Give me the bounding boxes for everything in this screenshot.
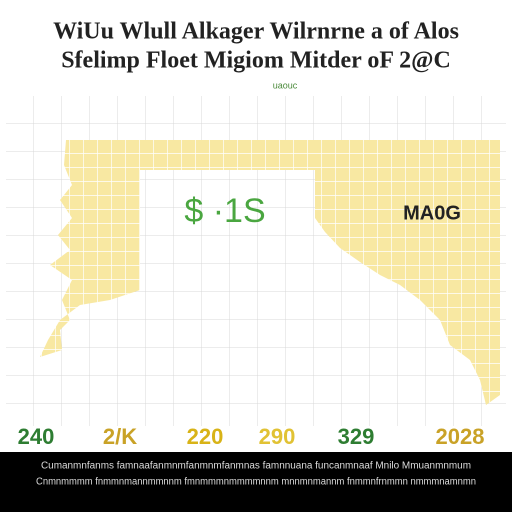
footer-line: Cumanmnfanms famnaafanmnmfanmnmfanmnas f… <box>41 461 471 472</box>
axis-label: 220 <box>187 424 224 449</box>
axis-label: 2028 <box>436 424 485 449</box>
footer-line: Cnmnmmmm fnmmnmannmmnnm fmnmmmnmmmmnnm m… <box>36 477 476 488</box>
annotation: MA0G <box>403 202 461 224</box>
axis-label: 240 <box>18 424 55 449</box>
area-shape <box>40 140 500 405</box>
footer-bar <box>0 452 512 512</box>
annotation: $ ·1S <box>184 192 265 230</box>
axis-label: 329 <box>338 424 375 449</box>
subtitle: uaouc <box>273 80 298 90</box>
axis-label: 290 <box>259 424 296 449</box>
axis-label: 2/K <box>103 424 137 449</box>
title-line: WiUu Wlull Alkager Wilrnrne a of Alos <box>53 19 459 45</box>
title-line: Sfelimp Floet Migiom Mitder oF 2@C <box>61 48 451 74</box>
